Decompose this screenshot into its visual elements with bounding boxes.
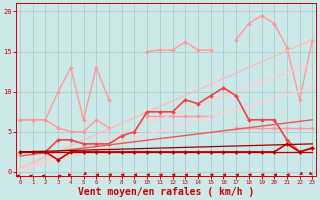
X-axis label: Vent moyen/en rafales ( km/h ): Vent moyen/en rafales ( km/h ) xyxy=(78,187,254,197)
